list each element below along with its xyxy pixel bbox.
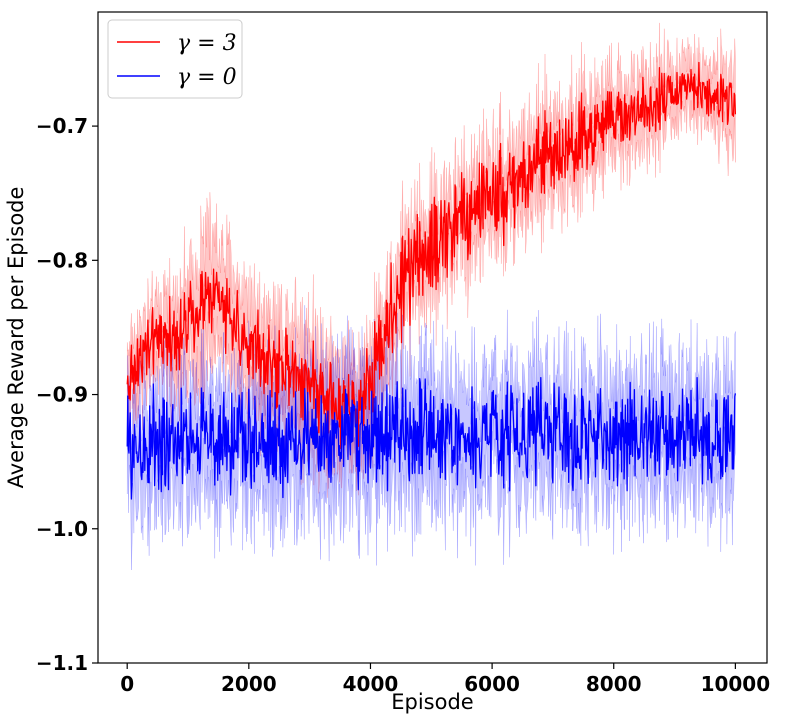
plot-frame [97,11,768,664]
x-tick-label: 6000 [464,672,520,696]
y-tick-label: −0.7 [36,114,88,138]
series-lines [126,61,737,500]
legend-label-1: γ = 3 [177,31,237,56]
legend-label-2: γ = 0 [177,65,237,90]
y-tick-label: −0.9 [36,383,88,407]
series-line-2 [126,376,737,500]
x-axis-label: Episode [391,690,473,714]
x-tick-label: 2000 [221,672,277,696]
x-tick-label: 0 [120,672,134,696]
x-tick-label: 8000 [586,672,642,696]
y-tick-label: −1.0 [36,517,88,541]
y-axis-ticks: −1.1 −1.0 −0.9 −0.8 −0.7 [36,114,98,675]
x-axis-ticks: 0 2000 4000 6000 8000 10000 [120,663,770,696]
x-tick-label: 4000 [343,672,399,696]
x-tick-label: 10000 [701,672,771,696]
legend: γ = 3 γ = 0 [107,19,243,99]
y-tick-label: −1.1 [36,651,88,675]
y-tick-label: −0.8 [36,248,88,272]
y-axis-label: Average Reward per Episode [4,187,28,489]
legend-box [107,19,243,99]
series-line-1 [126,61,737,450]
